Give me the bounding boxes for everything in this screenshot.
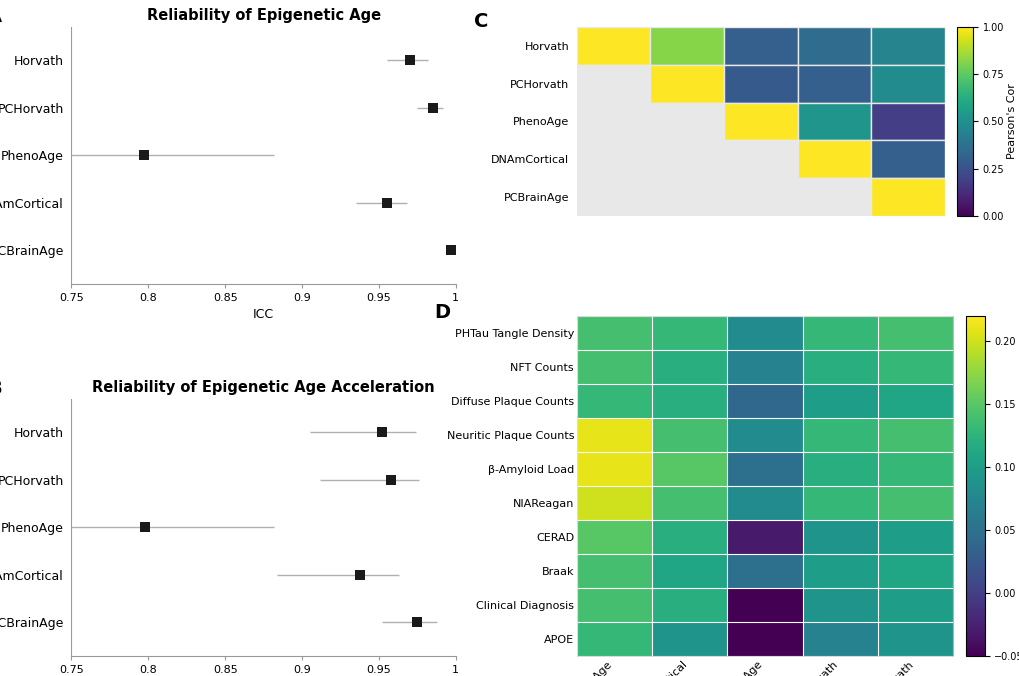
- Bar: [577, 178, 650, 216]
- Bar: [723, 103, 797, 140]
- Bar: [577, 27, 650, 65]
- Bar: [577, 103, 650, 140]
- Bar: [650, 140, 723, 178]
- Text: A: A: [0, 7, 2, 26]
- Bar: [870, 140, 944, 178]
- Title: Reliability of Epigenetic Age Acceleration: Reliability of Epigenetic Age Accelerati…: [92, 380, 434, 395]
- Bar: [797, 103, 870, 140]
- Bar: [870, 27, 944, 65]
- Bar: [577, 140, 650, 178]
- Bar: [650, 103, 723, 140]
- Bar: [797, 178, 870, 216]
- Bar: [650, 178, 723, 216]
- Text: B: B: [0, 379, 2, 397]
- Bar: [723, 27, 797, 65]
- Text: D: D: [433, 303, 449, 322]
- Title: Reliability of Epigenetic Age: Reliability of Epigenetic Age: [147, 8, 380, 23]
- X-axis label: ICC: ICC: [253, 308, 274, 321]
- Bar: [650, 27, 723, 65]
- Text: C: C: [474, 12, 488, 31]
- Bar: [870, 103, 944, 140]
- Bar: [870, 65, 944, 103]
- Bar: [797, 27, 870, 65]
- Bar: [723, 140, 797, 178]
- Bar: [650, 65, 723, 103]
- Bar: [723, 178, 797, 216]
- Bar: [723, 65, 797, 103]
- Bar: [870, 178, 944, 216]
- Y-axis label: Pearson's Cor: Pearson's Cor: [1006, 83, 1016, 160]
- Bar: [577, 65, 650, 103]
- Bar: [797, 65, 870, 103]
- Bar: [797, 140, 870, 178]
